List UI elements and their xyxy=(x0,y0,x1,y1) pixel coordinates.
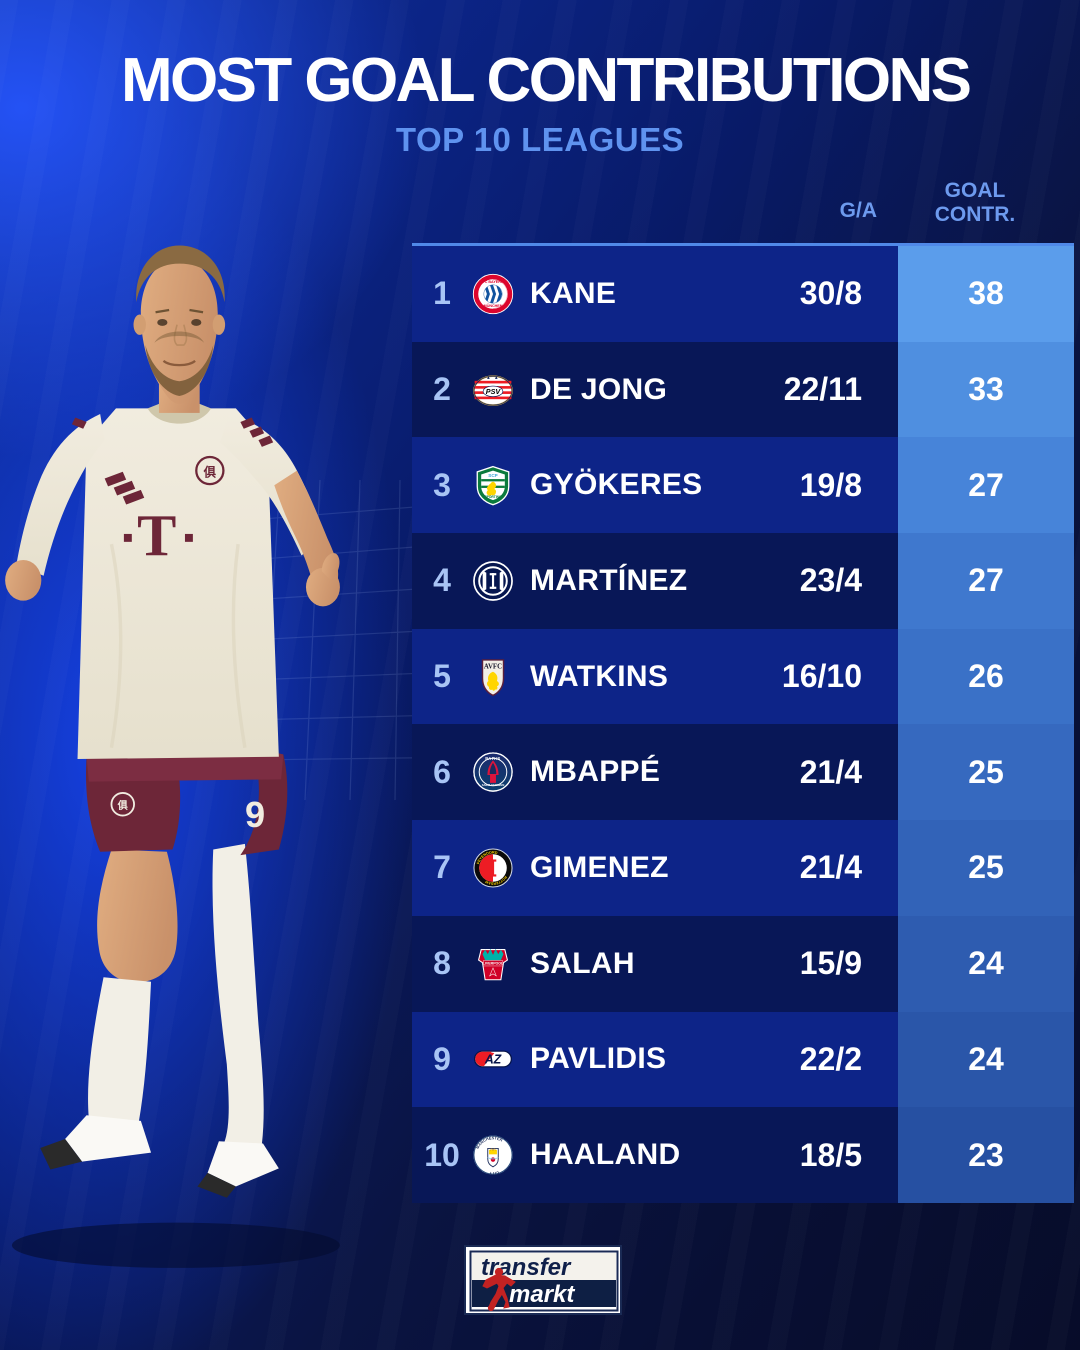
svg-text:AVFC: AVFC xyxy=(484,663,502,670)
svg-text:俱: 俱 xyxy=(117,799,129,812)
svg-text:SCP: SCP xyxy=(488,473,497,478)
svg-text:AZ: AZ xyxy=(484,1053,502,1067)
svg-text:FC BAYERN: FC BAYERN xyxy=(483,280,504,284)
svg-text:9: 9 xyxy=(245,794,265,835)
svg-text:SPORTING: SPORTING xyxy=(484,495,502,499)
svg-text:俱: 俱 xyxy=(203,464,217,479)
svg-text:MÜNCHEN: MÜNCHEN xyxy=(484,303,503,308)
svg-text:PARIS: PARIS xyxy=(485,756,501,761)
svg-text:LIVERPOOL: LIVERPOOL xyxy=(483,961,504,965)
svg-text:PSV: PSV xyxy=(486,386,502,395)
svg-text:markt: markt xyxy=(509,1281,575,1308)
svg-text:SAINT-GERMAIN: SAINT-GERMAIN xyxy=(482,783,505,787)
svg-text:T: T xyxy=(137,503,176,568)
